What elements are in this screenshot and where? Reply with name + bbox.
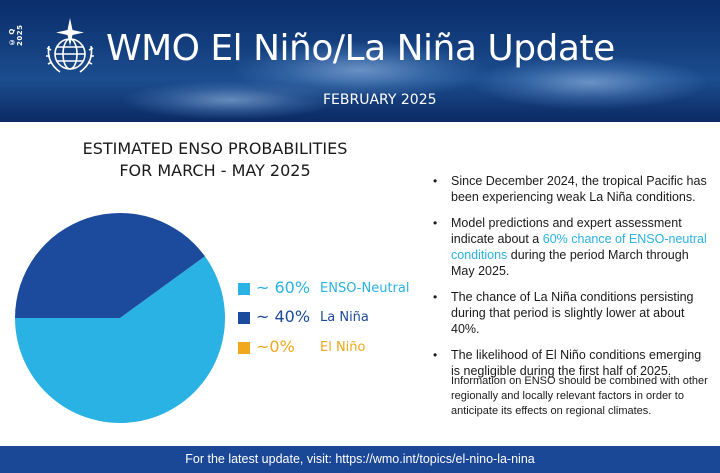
water-highlight xyxy=(120,80,340,120)
summary-bullets: Since December 2024, the tropical Pacifi… xyxy=(432,173,708,389)
bullet-text: The chance of La Niña conditions persist… xyxy=(451,290,694,336)
header-banner: © Q 2025 WMO El Niño/La Niña Update FEBR… xyxy=(0,0,720,122)
page-title: WMO El Niño/La Niña Update xyxy=(106,28,615,69)
pie-slice-enso-neutral xyxy=(15,256,226,424)
bullet-item: The chance of La Niña conditions persist… xyxy=(432,289,708,337)
legend-label: ENSO-Neutral xyxy=(320,281,410,296)
wmo-emblem-icon xyxy=(46,18,94,73)
bullet-item: Since December 2024, the tropical Pacifi… xyxy=(432,173,708,205)
bullet-text: during the period March through May 2025… xyxy=(451,248,689,278)
footer-bar: For the latest update, visit: https://wm… xyxy=(0,446,720,473)
bullet-highlight: 60% chance of ENSO-neutral conditions xyxy=(451,232,707,262)
legend-label: El Niño xyxy=(320,340,366,355)
legend-value: ~ 60% xyxy=(256,278,311,297)
chart-title-line-1: ESTIMATED ENSO PROBABILITIES xyxy=(82,139,348,158)
legend-label: La Niña xyxy=(320,310,369,325)
pie-slice-la-ni-a xyxy=(15,213,205,318)
bullet-item: Model predictions and expert assessment … xyxy=(432,215,708,279)
legend-swatch xyxy=(238,283,250,295)
bullet-text: Since December 2024, the tropical Pacifi… xyxy=(451,174,707,204)
info-note: Information on ENSO should be combined w… xyxy=(451,375,708,417)
footer-link-text[interactable]: For the latest update, visit: https://wm… xyxy=(185,452,535,466)
chart-title-line-2: FOR MARCH - MAY 2025 xyxy=(119,161,311,180)
bullet-text: Model predictions and expert assessment … xyxy=(451,216,682,246)
water-highlight xyxy=(470,55,710,110)
page-subtitle: FEBRUARY 2025 xyxy=(323,92,437,108)
bullet-item: The likelihood of El Niño conditions eme… xyxy=(432,347,708,379)
chart-title: ESTIMATED ENSO PROBABILITIES FOR MARCH -… xyxy=(60,138,370,182)
bullet-text: The likelihood of El Niño conditions eme… xyxy=(451,348,702,378)
legend-value: ~0% xyxy=(256,337,295,356)
legend-value: ~ 40% xyxy=(256,307,311,326)
legend-swatch xyxy=(238,312,250,324)
legend-swatch xyxy=(238,342,250,354)
